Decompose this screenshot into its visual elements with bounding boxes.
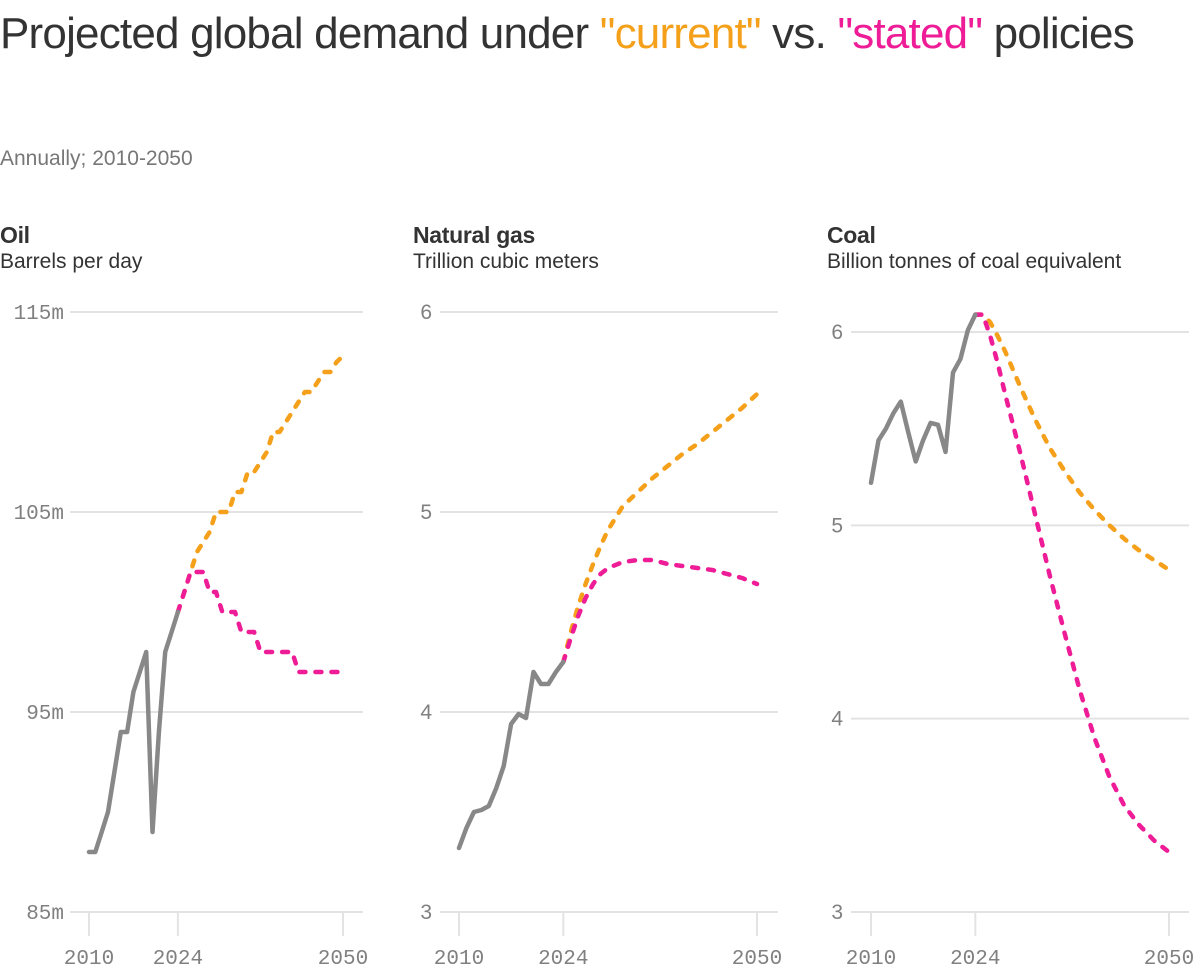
- title-part1: Projected global demand under: [0, 9, 600, 58]
- oil-current-policies-line: [175, 353, 346, 615]
- gas-panel-unit: Trillion cubic meters: [413, 250, 599, 273]
- oil-chart: 85m 95m 105m 115m 2010 2024 2050: [14, 303, 369, 970]
- oil-panel-title: Oil: [0, 222, 30, 248]
- gas-y-tick-label: 4: [420, 701, 432, 724]
- title-part2: policies: [982, 9, 1135, 58]
- coal-historical-line: [868, 312, 978, 486]
- gas-historical-line: [456, 659, 566, 851]
- gas-x-tick-label: 2024: [538, 948, 588, 970]
- gas-panel-title: Natural gas: [413, 222, 535, 248]
- coal-y-tick-label: 5: [831, 514, 843, 537]
- oil-y-tick-label: 85m: [26, 903, 64, 926]
- oil-y-tick-label: 115m: [14, 303, 64, 326]
- chart-subtitle: Annually; 2010-2050: [0, 147, 193, 170]
- coal-stated-policies-line: [973, 312, 1172, 855]
- gas-y-tick-label: 6: [420, 301, 432, 324]
- coal-y-tick-label: 6: [831, 321, 843, 344]
- coal-y-tick-label: 4: [831, 708, 843, 731]
- oil-y-tick-label: 95m: [26, 703, 64, 726]
- chart-title: Projected global demand under "current" …: [0, 2, 1160, 66]
- natural-gas-chart: 3 4 5 6 2010 2024 2050: [420, 301, 782, 970]
- title-current-highlight: "current": [599, 9, 762, 58]
- oil-panel-unit: Barrels per day: [0, 250, 143, 273]
- coal-x-tick-label: 2024: [950, 948, 1000, 970]
- title-stated-highlight: "stated": [837, 9, 983, 58]
- oil-x-tick-label: 2010: [64, 948, 114, 970]
- coal-x-tick-label: 2050: [1144, 948, 1194, 970]
- gas-x-tick-label: 2050: [732, 948, 782, 970]
- coal-panel-unit: Billion tonnes of coal equivalent: [827, 250, 1122, 273]
- coal-x-tick-label: 2010: [846, 948, 896, 970]
- gas-current-policies-line: [561, 391, 760, 665]
- coal-panel-title: Coal: [827, 222, 876, 248]
- gas-x-tick-label: 2010: [434, 948, 484, 970]
- oil-historical-line: [86, 609, 181, 855]
- gas-y-tick-label: 5: [420, 501, 432, 524]
- oil-panel-header: Oil Barrels per day: [0, 221, 142, 275]
- coal-panel-header: Coal Billion tonnes of coal equivalent: [827, 221, 1121, 275]
- oil-stated-policies-line: [175, 569, 346, 675]
- oil-x-tick-label: 2024: [153, 948, 203, 970]
- gas-panel-header: Natural gas Trillion cubic meters: [413, 221, 599, 275]
- coal-y-tick-label: 3: [831, 901, 843, 924]
- coal-chart: 3 4 5 6 2010 2024 2050: [831, 312, 1194, 970]
- coal-current-policies-line: [973, 312, 1172, 573]
- gas-stated-policies-line: [561, 557, 760, 665]
- oil-x-tick-label: 2050: [318, 948, 368, 970]
- title-mid: vs.: [760, 9, 838, 58]
- oil-y-tick-label: 105m: [14, 503, 64, 526]
- gas-y-tick-label: 3: [420, 901, 432, 924]
